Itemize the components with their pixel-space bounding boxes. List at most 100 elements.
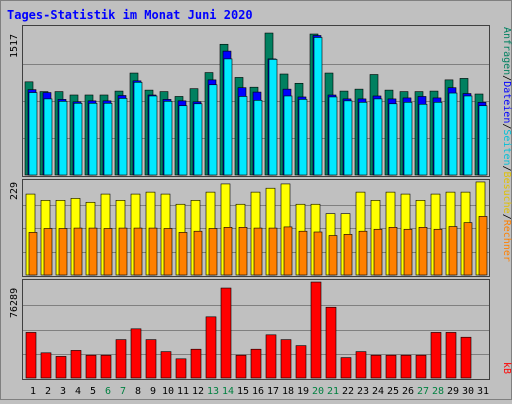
bar-kb — [145, 339, 157, 379]
day-label: 20 — [312, 386, 324, 397]
day-label: 1 — [30, 386, 36, 397]
day-label: 23 — [357, 386, 369, 397]
legend-right-upper: Anfragen/Dateien/Seiten/Besuche/Rechner — [501, 27, 512, 262]
bar-rechner — [388, 227, 398, 276]
middle-ymax-label: 229 — [9, 182, 20, 200]
day-axis-labels: 1 2 3 4 5 6 7 8 9 10 11 12 13 14 15 16 17 18 19 20 21 22 23 24 2… — [30, 386, 489, 397]
bar-kb — [175, 358, 187, 379]
bar-kb — [310, 281, 322, 379]
chart-title: Tages-Statistik im Monat Juni 2020 — [7, 8, 253, 22]
bar-kb — [340, 357, 352, 379]
day-label: 14 — [222, 386, 234, 397]
legend-dateien: Dateien — [501, 81, 512, 123]
legend-separator: / — [501, 214, 512, 220]
bar-rechner — [283, 226, 293, 276]
day-label: 21 — [327, 386, 339, 397]
bar-rechner — [103, 228, 113, 276]
bar-rechner — [268, 227, 278, 276]
bottom-ymax-label: 76289 — [9, 288, 20, 318]
legend-besuche: Besuche — [501, 172, 512, 214]
bar-kb — [190, 348, 202, 379]
bar-kb — [220, 287, 232, 379]
bar-seiten — [238, 96, 248, 176]
day-label: 25 — [387, 386, 399, 397]
bar-seiten — [388, 103, 398, 176]
day-label: 28 — [432, 386, 444, 397]
bar-rechner — [448, 226, 458, 276]
bar-rechner — [28, 232, 38, 276]
day-label: 30 — [462, 386, 474, 397]
bar-seiten — [193, 103, 203, 176]
bar-rechner — [463, 222, 473, 276]
bar-kb — [430, 332, 442, 379]
top-panel-frame — [22, 25, 490, 177]
bar-seiten — [88, 102, 98, 176]
day-label: 12 — [192, 386, 204, 397]
bar-rechner — [73, 227, 83, 276]
bar-rechner — [238, 227, 248, 276]
bar-kb — [460, 336, 472, 379]
day-label: 24 — [372, 386, 384, 397]
panel-frames — [22, 25, 490, 380]
legend-separator: / — [501, 166, 512, 172]
day-label: 8 — [135, 386, 141, 397]
bar-kb — [445, 332, 457, 379]
bar-rechner — [433, 228, 443, 276]
bar-rechner — [298, 230, 308, 276]
bar-kb — [205, 316, 217, 379]
bar-seiten — [148, 95, 158, 176]
bar-seiten — [133, 82, 143, 176]
day-label: 19 — [297, 386, 309, 397]
bar-rechner — [163, 228, 173, 276]
bar-seiten — [58, 101, 68, 176]
day-label: 2 — [45, 386, 51, 397]
bar-kb — [235, 354, 247, 379]
bar-rechner — [253, 227, 263, 276]
bar-kb — [85, 354, 97, 379]
bar-seiten — [223, 58, 233, 176]
bar-rechner — [223, 227, 233, 276]
day-label: 29 — [447, 386, 459, 397]
bar-seiten — [373, 98, 383, 176]
bar-rechner — [43, 228, 53, 276]
bar-kb — [250, 348, 262, 379]
bar-seiten — [463, 95, 473, 176]
bar-kb — [55, 356, 67, 379]
bar-rechner — [88, 227, 98, 276]
day-label: 18 — [282, 386, 294, 397]
day-label: 17 — [267, 386, 279, 397]
legend-seiten: Seiten — [501, 129, 512, 165]
bar-rechner — [403, 228, 413, 276]
bar-kb — [280, 339, 292, 379]
bar-rechner — [118, 227, 128, 276]
bar-seiten — [358, 102, 368, 176]
bar-kb — [160, 351, 172, 379]
bar-kb — [355, 351, 367, 379]
bar-kb — [115, 339, 127, 379]
day-label: 7 — [120, 386, 126, 397]
bar-kb — [400, 354, 412, 379]
day-label: 9 — [150, 386, 156, 397]
bar-seiten — [268, 59, 278, 176]
chart-marks — [24, 32, 488, 379]
bar-kb — [130, 328, 142, 379]
bar-rechner — [373, 228, 383, 276]
middle-panel-frame — [22, 179, 490, 277]
day-label: 5 — [90, 386, 96, 397]
bar-seiten — [418, 103, 428, 176]
day-label: 4 — [75, 386, 81, 397]
bar-kb — [385, 354, 397, 379]
day-label: 26 — [402, 386, 414, 397]
bar-kb — [295, 345, 307, 379]
bar-kb — [265, 334, 277, 379]
day-label: 11 — [177, 386, 189, 397]
day-label: 6 — [105, 386, 111, 397]
bar-rechner — [133, 227, 143, 276]
legend-kb: kB — [501, 362, 512, 374]
bar-rechner — [148, 227, 158, 276]
bar-rechner — [418, 227, 428, 276]
day-label: 13 — [207, 386, 219, 397]
bar-kb — [415, 354, 427, 379]
